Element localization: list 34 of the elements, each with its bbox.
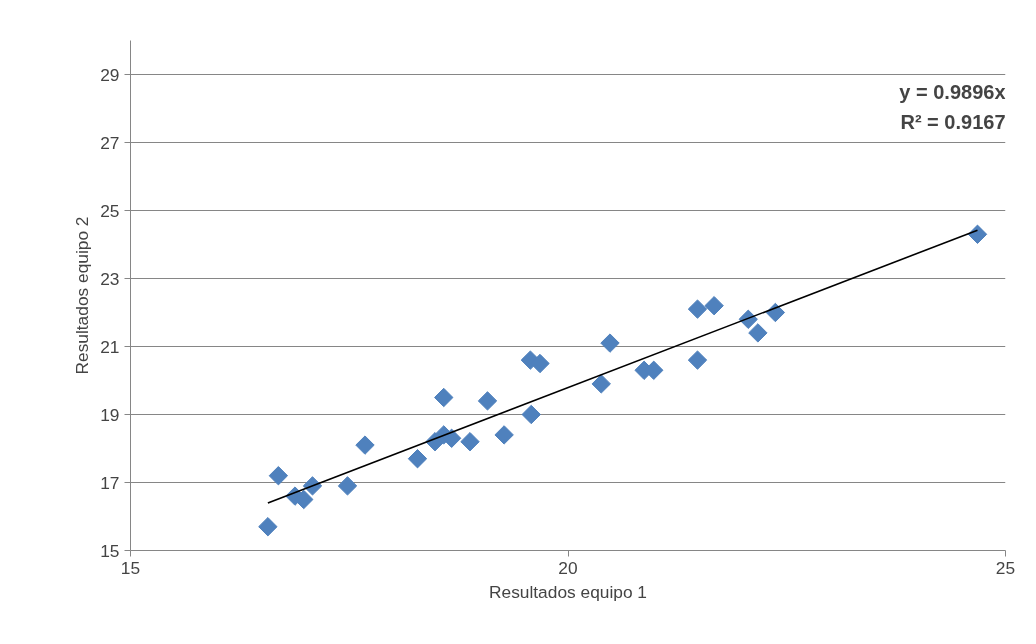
point: [530, 353, 550, 374]
point: [494, 425, 514, 445]
y-tick-label: 17: [100, 472, 120, 493]
x-tick-label: 25: [995, 557, 1016, 578]
y-tick-label: 29: [100, 64, 120, 85]
x-tick-label: 20: [558, 557, 578, 578]
point: [748, 323, 768, 343]
point: [687, 350, 708, 370]
point: [967, 224, 988, 244]
point: [460, 432, 480, 452]
x-tick-label: 15: [120, 557, 141, 578]
point: [294, 489, 314, 510]
y-tick-label: 19: [100, 404, 120, 425]
point: [600, 333, 620, 353]
y-tick-label: 21: [100, 336, 120, 357]
annotation: R² = 0.9167: [900, 110, 1006, 133]
point: [337, 476, 358, 496]
y-tick-label: 25: [100, 200, 120, 221]
y-tick-label: 27: [100, 132, 120, 153]
point: [591, 374, 611, 394]
point: [434, 387, 454, 408]
point: [268, 466, 289, 486]
x-axis-title: Resultados equipo 1: [489, 581, 647, 602]
point: [407, 449, 428, 469]
y-tick-label: 15: [100, 540, 120, 561]
point: [521, 404, 541, 425]
point: [704, 296, 724, 316]
point: [355, 435, 375, 455]
point: [687, 299, 708, 319]
annotation: y = 0.9896x: [899, 80, 1006, 103]
point: [258, 517, 278, 537]
y-axis-title: Resultados equipo 2: [72, 216, 93, 375]
y-tick-label: 23: [100, 268, 120, 289]
point: [477, 391, 498, 411]
